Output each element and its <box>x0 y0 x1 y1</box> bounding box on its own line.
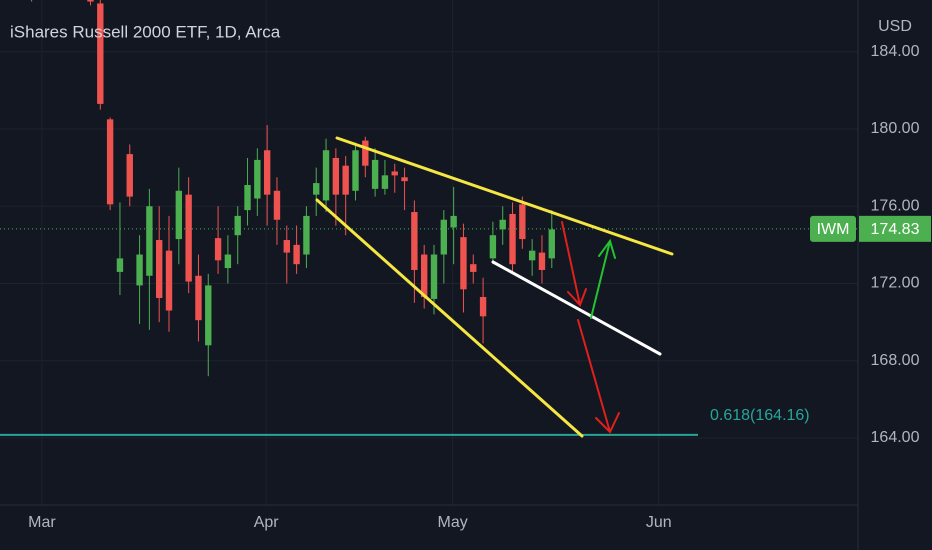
candle-body <box>106 119 114 205</box>
candle-body <box>254 159 261 199</box>
y-tick-label: 172.00 <box>871 275 920 292</box>
x-tick-label: Jun <box>646 514 672 531</box>
candle-body <box>440 219 448 255</box>
candle-body <box>391 171 398 176</box>
candle-body <box>342 165 349 195</box>
candle-body <box>136 254 143 286</box>
arrow <box>561 221 587 307</box>
candle-body <box>214 238 222 261</box>
candle-body <box>263 150 271 195</box>
candle-body <box>293 244 300 265</box>
y-tick-label: 180.00 <box>871 120 920 137</box>
candle-body <box>205 285 212 346</box>
candle-body <box>528 250 536 261</box>
drawings <box>315 136 674 438</box>
arrow <box>577 319 620 434</box>
candle-body <box>401 177 408 182</box>
candle-body <box>283 240 290 253</box>
grid <box>0 0 858 505</box>
plot-area <box>0 0 858 436</box>
candle-body <box>195 275 202 321</box>
candle-body <box>303 215 310 255</box>
symbol-tag <box>810 215 856 242</box>
candle-body <box>470 264 477 272</box>
candle-body <box>460 237 467 290</box>
candle-body <box>87 0 94 2</box>
candle-body <box>156 240 163 298</box>
x-tick-label: Mar <box>28 514 56 531</box>
candle-body <box>126 154 133 197</box>
candle-body <box>244 185 251 211</box>
candle-body <box>313 183 320 195</box>
candle-body <box>479 297 487 317</box>
price-tag <box>859 215 931 242</box>
candle-body <box>421 254 428 298</box>
trend-line <box>315 198 584 438</box>
candle-body <box>97 3 104 104</box>
trend-line <box>491 260 662 356</box>
fib-level-label: 0.618(164.16) <box>710 407 810 424</box>
trend-line <box>335 136 674 256</box>
candle-body <box>362 140 369 166</box>
candle-body <box>234 215 241 236</box>
x-tick-label: May <box>438 514 468 531</box>
candle-body <box>519 204 526 240</box>
symbol-label: IWM <box>817 221 850 238</box>
candle-body <box>381 175 389 189</box>
y-tick-label: 164.00 <box>871 429 920 446</box>
candle-body <box>430 254 438 299</box>
arrow <box>590 238 616 319</box>
candle-body <box>185 194 192 282</box>
candle-body <box>332 157 340 195</box>
candle-body <box>146 206 153 276</box>
x-tick-label: Apr <box>254 514 280 531</box>
price-label: 174.83 <box>871 221 920 238</box>
chart-title: iShares Russell 2000 ETF, 1D, Arca <box>10 22 281 41</box>
candle-body <box>273 190 281 220</box>
candle-body <box>548 229 555 259</box>
currency-label: USD <box>878 18 912 35</box>
candle-body <box>450 215 457 228</box>
y-tick-label: 184.00 <box>871 43 920 60</box>
candle-body <box>509 213 516 265</box>
candle-body <box>116 258 124 272</box>
candle-body <box>175 190 183 240</box>
candle-body <box>499 219 506 230</box>
candle-body <box>411 212 418 270</box>
candle-body <box>371 159 379 189</box>
candle-body <box>352 150 359 191</box>
candle-body <box>489 235 497 259</box>
y-tick-label: 176.00 <box>871 197 920 214</box>
candle-body <box>538 252 546 270</box>
candle-body <box>224 254 232 269</box>
candle-body <box>322 150 330 201</box>
candle-body <box>165 250 173 311</box>
y-tick-label: 168.00 <box>871 352 920 369</box>
